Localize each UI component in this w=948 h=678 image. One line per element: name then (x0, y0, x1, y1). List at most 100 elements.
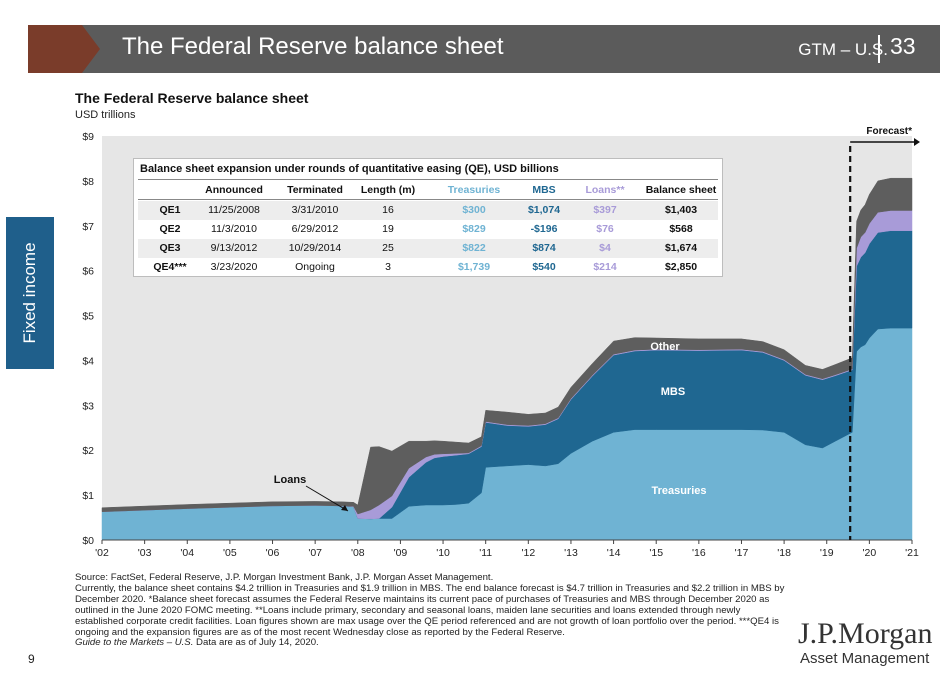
qe-cell: 11/3/2010 (211, 223, 257, 235)
qe-header-cell: Announced (205, 184, 263, 196)
loans-label: Loans (274, 474, 306, 486)
x-tick-label: '05 (223, 547, 237, 559)
guide-title: Guide to the Markets – U.S. (75, 637, 194, 649)
qe-cell: 16 (382, 204, 394, 216)
footnotes: Source: FactSet, Federal Reserve, J.P. M… (75, 572, 785, 649)
x-tick-label: '21 (905, 547, 919, 559)
qe-cell: $2,850 (664, 261, 698, 273)
x-tick-label: '11 (479, 547, 492, 559)
x-tick-label: '20 (863, 547, 877, 559)
x-tick-label: '12 (521, 547, 535, 559)
qe-cell: QE4*** (153, 261, 187, 273)
series-labels: Treasuries MBS Other Loans (274, 341, 707, 512)
qe-cell: $568 (669, 223, 693, 235)
logo-asset-management: Asset Management (800, 650, 930, 667)
qe-header-cell: Loans** (585, 184, 625, 196)
header-chevron (28, 25, 82, 73)
x-tick-label: '18 (777, 547, 791, 559)
qe-cell: -$196 (530, 223, 558, 235)
loans-leader-arrow (341, 505, 348, 511)
source-note: Source: FactSet, Federal Reserve, J.P. M… (75, 572, 494, 583)
page-number: 9 (28, 652, 35, 666)
x-tick-label: '16 (692, 547, 706, 559)
qe-row-stripe (138, 201, 718, 220)
qe-row-stripe (138, 239, 718, 258)
y-tick-label: $7 (82, 221, 94, 233)
x-tick-label: '19 (820, 547, 834, 559)
x-tick-label: '13 (564, 547, 578, 559)
methodology-note: Currently, the balance sheet contains $4… (75, 582, 785, 638)
y-tick-label: $2 (82, 445, 94, 457)
loans-leader-line (305, 485, 349, 512)
x-tick-label: '03 (138, 547, 152, 559)
x-tick-label: '09 (394, 547, 408, 559)
y-tick-label: $9 (82, 131, 94, 143)
x-tick-label: '02 (95, 547, 109, 559)
mbs-label: MBS (661, 386, 685, 398)
x-tick-label: '17 (735, 547, 749, 559)
y-tick-label: $6 (82, 266, 94, 278)
y-tick-label: $1 (82, 490, 94, 502)
qe-header-cell: Length (m) (360, 184, 416, 196)
header-chevron-tip (82, 25, 100, 73)
qe-cell: Ongoing (295, 261, 335, 273)
qe-table-title: Balance sheet expansion under rounds of … (140, 163, 559, 175)
header-subtitle: GTM – U.S. (798, 40, 888, 59)
qe-cell: QE1 (159, 204, 181, 216)
x-tick-label: '14 (607, 547, 621, 559)
x-tick-label: '15 (649, 547, 663, 559)
qe-cell: QE3 (159, 242, 181, 254)
header-banner (28, 25, 940, 73)
qe-cell: $874 (532, 242, 556, 254)
slide-number: 33 (890, 33, 916, 59)
header-divider (878, 35, 880, 63)
treasuries-label: Treasuries (651, 485, 706, 497)
page-title: The Federal Reserve balance sheet (122, 33, 504, 60)
qe-cell: $829 (462, 223, 486, 235)
qe-table-rule (138, 179, 718, 180)
qe-cell: $397 (593, 204, 617, 216)
y-tick-label: $8 (82, 176, 94, 188)
qe-cell: $300 (462, 204, 486, 216)
qe-cell: 19 (382, 223, 394, 235)
other-area (101, 177, 913, 515)
qe-cell: 3 (385, 261, 391, 273)
y-tick-label: $5 (82, 311, 94, 323)
x-tick-label: '10 (436, 547, 450, 559)
y-tick-label: $0 (82, 535, 94, 547)
qe-cell: 9/13/2012 (210, 242, 258, 254)
x-tick-label: '04 (180, 547, 194, 559)
x-tick-label: '06 (266, 547, 280, 559)
qe-header-cell: Balance sheet (645, 184, 717, 196)
qe-cell: $1,403 (664, 204, 698, 216)
qe-cell: 6/29/2012 (291, 223, 339, 235)
chart-subtitle: USD trillions (75, 109, 136, 121)
guide-note: Guide to the Markets – U.S. Data are as … (75, 637, 785, 649)
qe-header-cell: Treasuries (447, 184, 501, 196)
qe-cell: $822 (462, 242, 486, 254)
qe-cell: $214 (593, 261, 617, 273)
section-tab[interactable] (6, 217, 54, 369)
qe-cell: $4 (599, 242, 611, 254)
x-tick-label: '07 (308, 547, 322, 559)
data-date: Data are as of July 14, 2020. (193, 637, 319, 649)
qe-cell: 3/23/2020 (210, 261, 258, 273)
qe-cell: 3/31/2010 (291, 204, 339, 216)
axes: $0 $1 $2 $3 $4 $5 $6 $7 $8 $9 '02 '03 '04 '05 '06 '07 '0… (82, 126, 920, 559)
qe-cell: 11/25/2008 (208, 204, 260, 216)
y-tick-label: $4 (82, 355, 94, 367)
forecast-label: Forecast* (866, 126, 912, 137)
qe-cell: 10/29/2014 (288, 242, 342, 254)
chart-title: The Federal Reserve balance sheet (75, 90, 309, 106)
qe-cell: $540 (532, 261, 556, 273)
qe-cell: $76 (596, 223, 614, 235)
y-tick-label: $3 (82, 400, 94, 412)
logo-jpmorgan: J.P.Morgan (798, 617, 933, 650)
qe-header-cell: Terminated (287, 184, 343, 196)
qe-cell: $1,674 (664, 242, 698, 254)
forecast-arrow-head (914, 138, 920, 146)
other-label: Other (650, 341, 680, 353)
qe-table-rule (138, 199, 718, 200)
qe-table: Balance sheet expansion under rounds of … (133, 158, 723, 277)
qe-cell: QE2 (159, 223, 181, 235)
